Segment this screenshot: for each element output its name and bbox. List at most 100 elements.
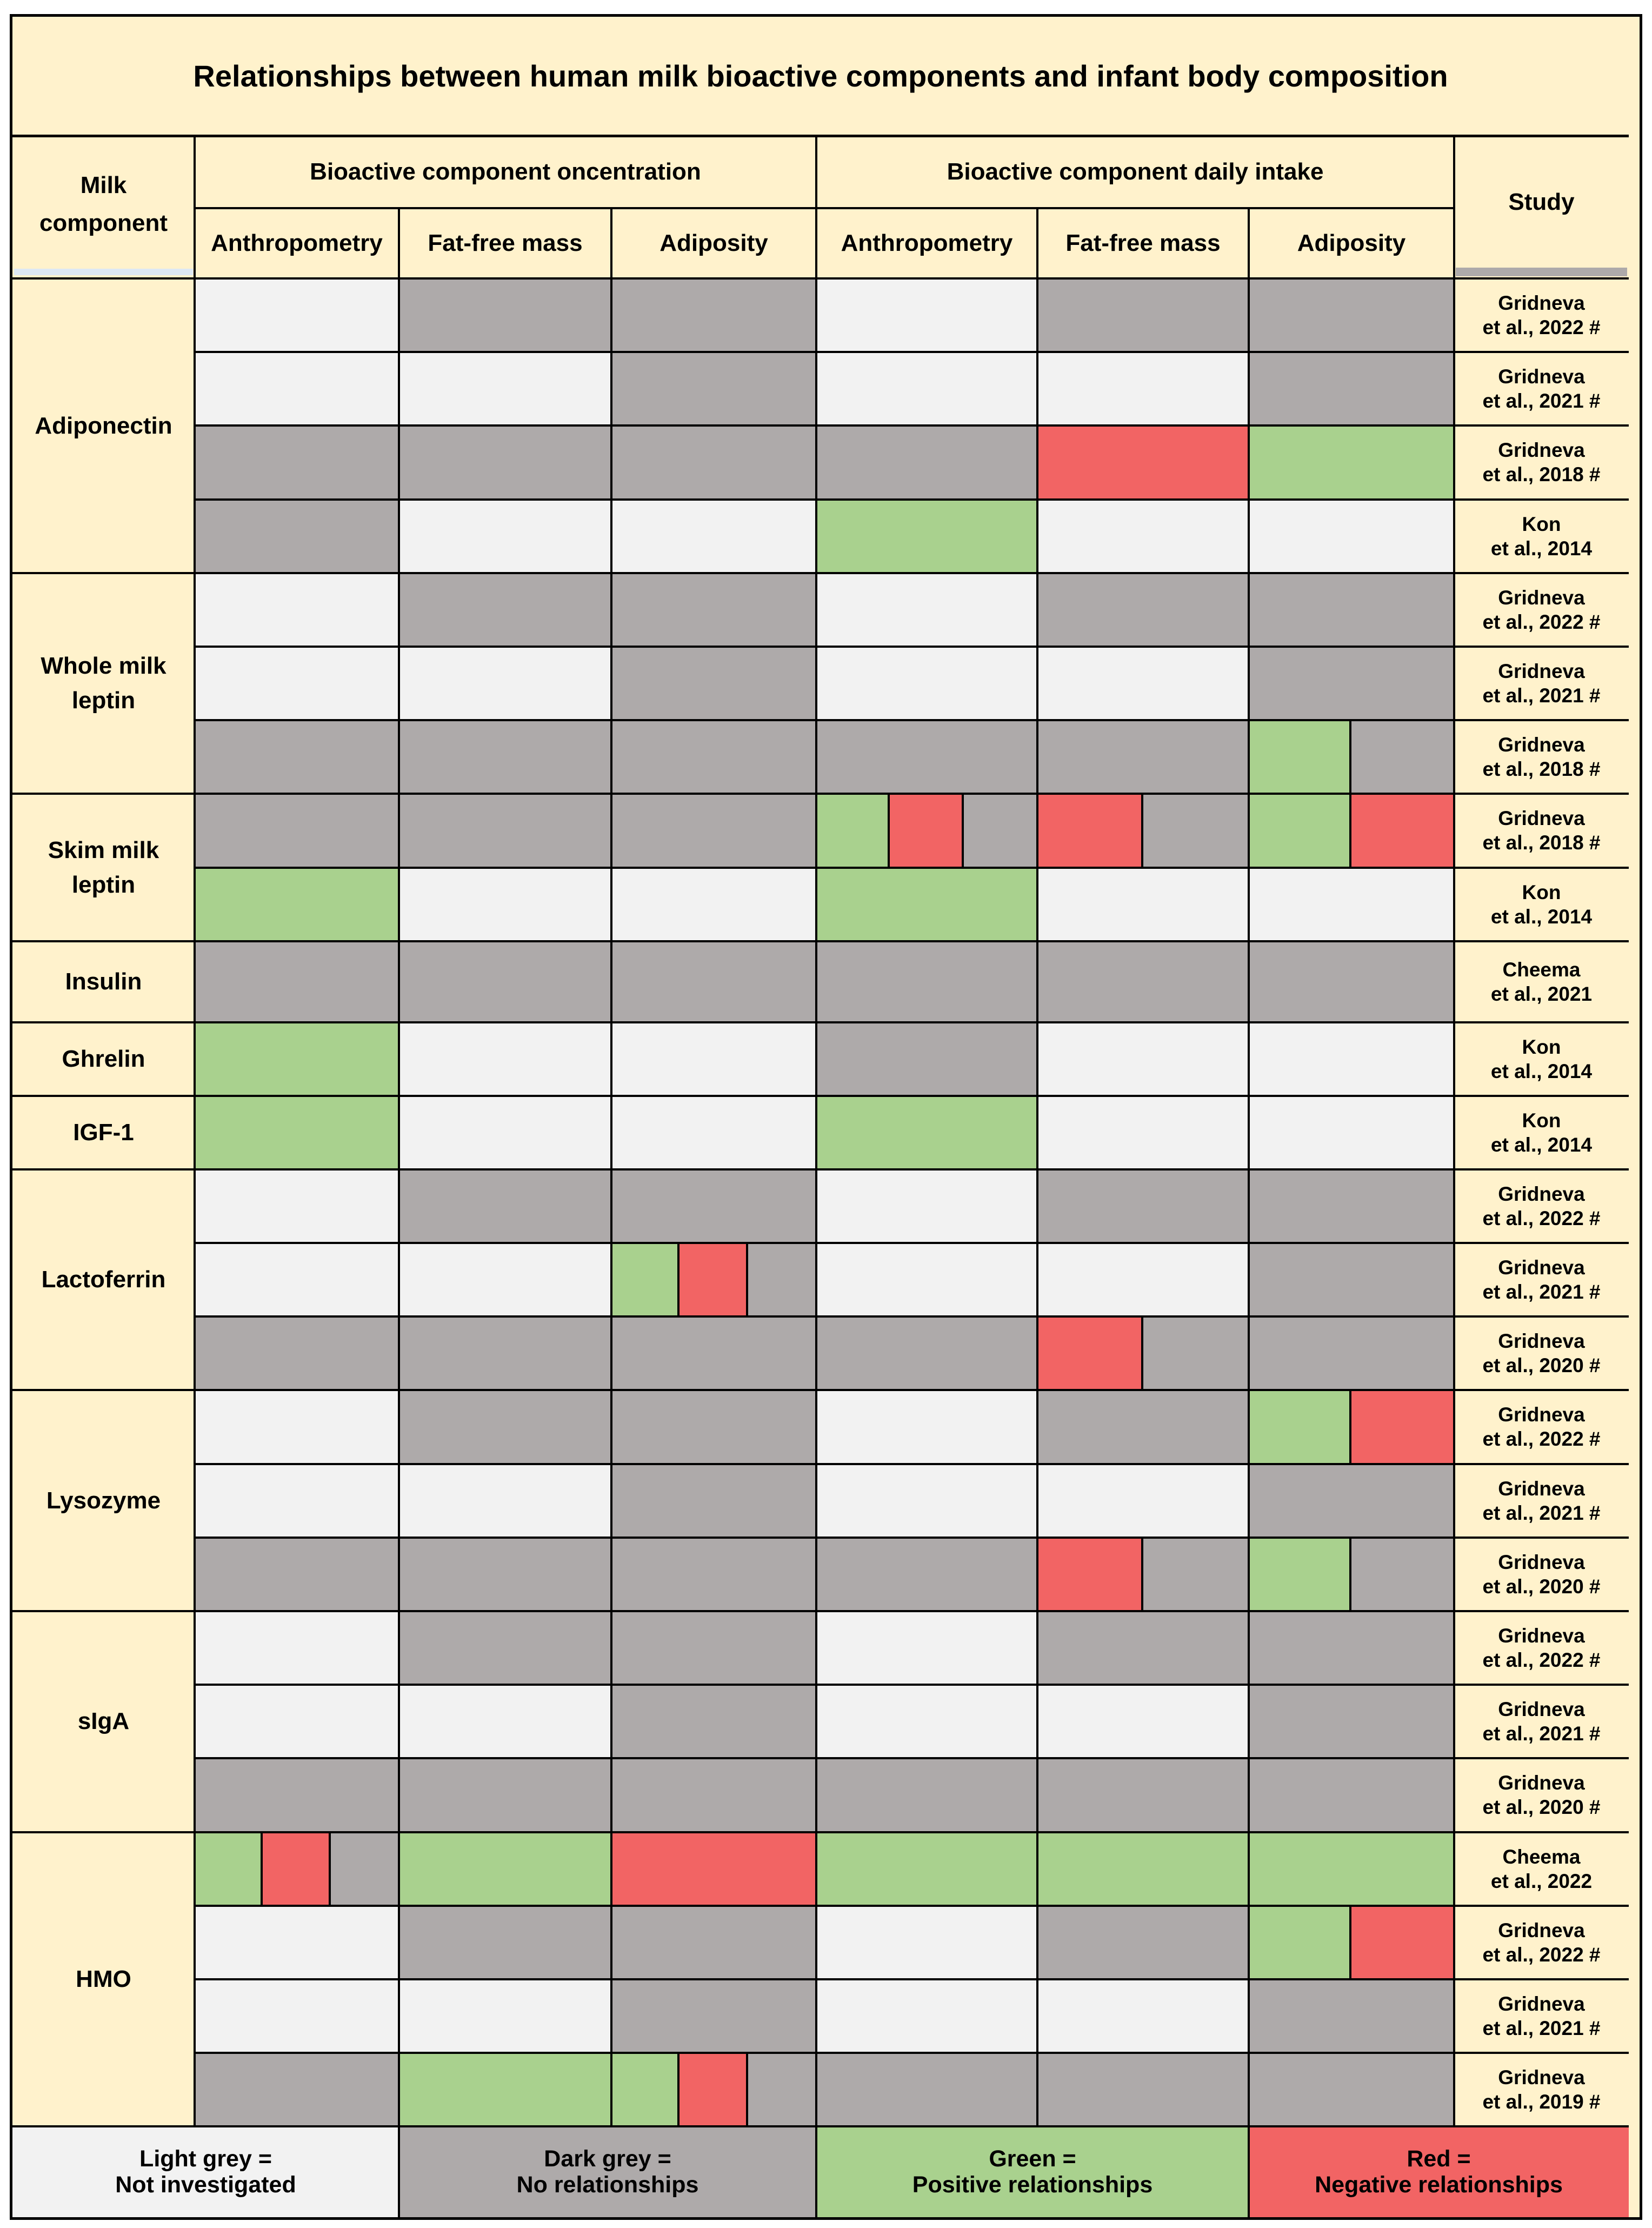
header-accent	[1456, 268, 1627, 276]
relationship-cell	[816, 867, 1037, 941]
grid-line	[195, 1904, 1629, 1907]
study-label: Gridneva et al., 2018 #	[1482, 807, 1601, 854]
relationship-cell	[1249, 1685, 1454, 1759]
milk-component-label: Ghrelin	[62, 1045, 145, 1072]
relationship-cell	[816, 352, 1037, 426]
relationship-cell	[195, 1537, 399, 1611]
milk-component-label: Whole milk leptin	[41, 653, 166, 714]
grid-line	[195, 498, 1629, 501]
relationship-cell	[399, 499, 611, 573]
relationship-cell	[816, 1611, 1037, 1685]
relationship-cell	[1249, 720, 1454, 794]
relationship-cell	[1249, 1537, 1454, 1611]
relationship-cell	[816, 1832, 1037, 1906]
grid-line	[195, 2052, 1629, 2054]
relationship-cell	[195, 794, 399, 868]
study-label: Gridneva et al., 2020 #	[1482, 1772, 1601, 1819]
relationship-segment	[1351, 720, 1454, 794]
relationship-cell	[1249, 1905, 1454, 1979]
relationship-cell	[1037, 499, 1249, 573]
relationship-segment	[611, 2053, 680, 2127]
milk-component-label: Insulin	[65, 968, 142, 995]
relationship-segment	[1143, 1316, 1249, 1391]
relationship-cell	[611, 2053, 816, 2127]
relationship-cell	[1037, 1022, 1249, 1096]
relationship-cell	[611, 1685, 816, 1759]
relationship-cell	[816, 720, 1037, 794]
study-label: Cheema et al., 2022	[1490, 1845, 1593, 1892]
relationship-cell	[1037, 1169, 1249, 1243]
grid-line	[12, 793, 195, 795]
grid-line	[12, 571, 195, 574]
relationship-cell	[816, 1095, 1037, 1169]
relationship-cell	[195, 278, 399, 353]
relationship-segment	[1249, 794, 1351, 868]
grid-line	[195, 1389, 1629, 1392]
grid-line	[12, 1389, 195, 1392]
relationship-cell	[1249, 1022, 1454, 1096]
relationship-cell	[1249, 1979, 1454, 2053]
relationship-segment	[1249, 720, 1351, 794]
relationship-cell	[611, 1905, 816, 1979]
relationship-cell	[399, 352, 611, 426]
relationship-cell	[195, 352, 399, 426]
relationship-cell	[399, 1095, 611, 1169]
grid-line	[195, 1684, 1629, 1686]
relationship-cell	[611, 794, 816, 868]
relationship-cell	[195, 1685, 399, 1759]
grid-line	[12, 1094, 195, 1097]
relationship-cell	[399, 1905, 611, 1979]
relationship-cell	[399, 647, 611, 721]
relationship-cell	[816, 573, 1037, 647]
grid-line	[194, 136, 196, 2127]
relationship-cell	[816, 499, 1037, 573]
study-label: Gridneva et al., 2019 #	[1482, 2066, 1601, 2113]
relationship-segment	[1249, 1390, 1351, 1464]
relationship-cell	[1249, 278, 1454, 353]
relationship-cell	[195, 1022, 399, 1096]
relationship-cell	[1249, 1243, 1454, 1317]
legend-item: Light grey = Not investigated	[12, 2126, 399, 2217]
relationship-cell	[399, 941, 611, 1022]
relationship-segment	[1143, 1537, 1249, 1611]
relationship-cell	[1249, 1464, 1454, 1538]
relationship-cell	[1037, 1537, 1249, 1611]
grid-line	[12, 277, 1629, 280]
relationship-cell	[816, 1169, 1037, 1243]
grid-line	[12, 2125, 1629, 2128]
study-label: Gridneva et al., 2022 #	[1482, 586, 1601, 633]
relationship-segment	[331, 1832, 399, 1906]
relationship-segment	[1249, 1905, 1351, 1979]
relationship-cell	[816, 1464, 1037, 1538]
relationship-cell	[611, 1095, 816, 1169]
grid-line	[398, 208, 400, 2127]
relationship-cell	[1249, 499, 1454, 573]
relationship-cell	[1249, 1832, 1454, 1906]
study-label: Gridneva et al., 2022 #	[1482, 1624, 1601, 1672]
relationship-cell	[816, 2053, 1037, 2127]
grid-line	[1248, 208, 1250, 2127]
relationship-cell	[195, 2053, 399, 2127]
study-label: Kon et al., 2014	[1490, 881, 1593, 928]
relationship-cell	[1037, 2053, 1249, 2127]
relationship-cell	[195, 647, 399, 721]
relationship-cell	[1037, 941, 1249, 1022]
grid-line	[12, 940, 195, 942]
relationship-cell	[1037, 1685, 1249, 1759]
relationship-cell	[816, 1979, 1037, 2053]
milk-component-label: sIgA	[77, 1708, 130, 1735]
grid-line	[195, 1610, 1629, 1612]
grid-line	[12, 1610, 195, 1612]
milk-component-label: HMO	[76, 1966, 131, 1993]
relationship-cell	[195, 1243, 399, 1317]
relationship-cell	[1037, 425, 1249, 500]
relationship-cell	[399, 1169, 611, 1243]
relationship-cell	[611, 1243, 816, 1317]
relationship-cell	[399, 2053, 611, 2127]
grid-line	[195, 571, 1629, 574]
legend-item: Dark grey = No relationships	[399, 2126, 816, 2217]
page-title: Relationships between human milk bioacti…	[193, 59, 1448, 93]
study-label: Gridneva et al., 2018 #	[1482, 734, 1601, 781]
relationship-cell	[611, 867, 816, 941]
relationship-cell	[399, 1243, 611, 1317]
